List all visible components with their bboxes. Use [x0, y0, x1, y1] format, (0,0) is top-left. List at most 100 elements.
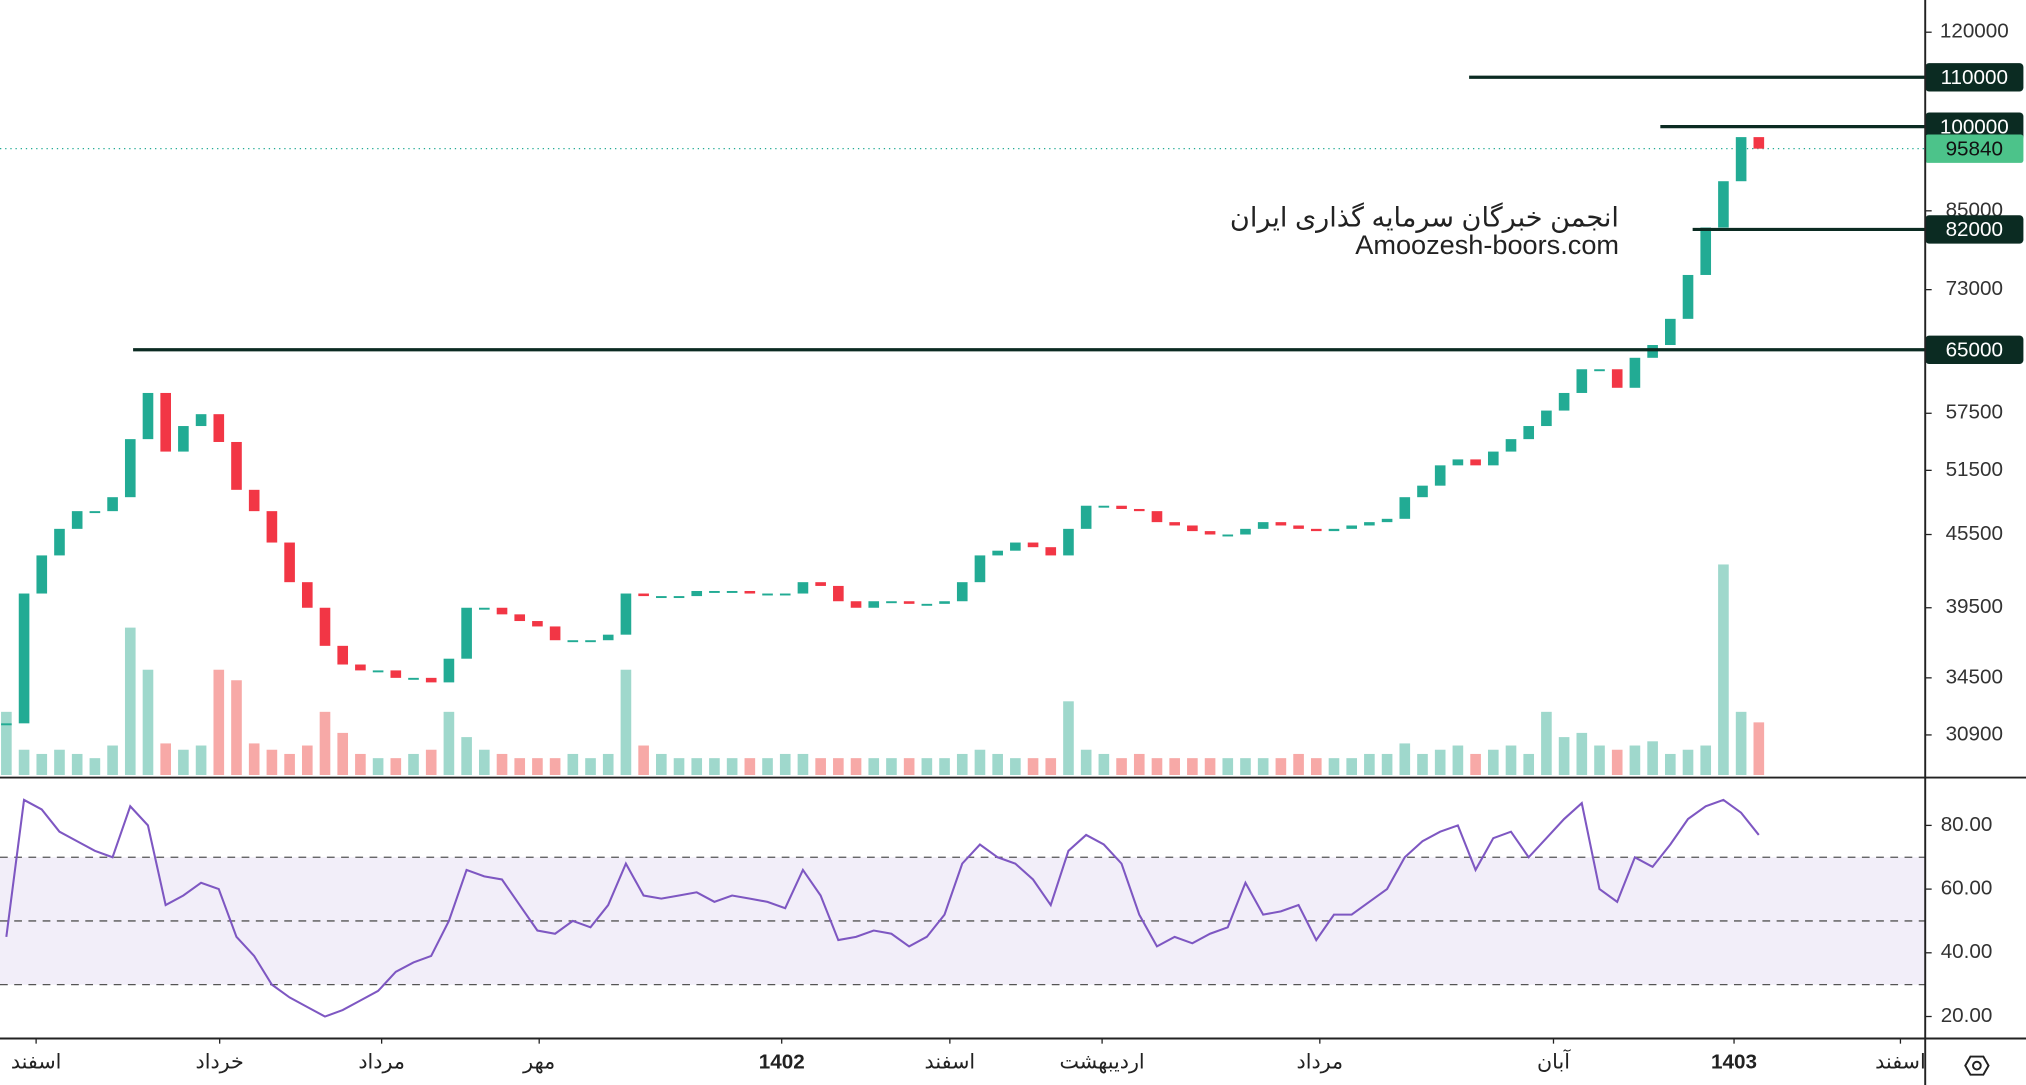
candle-body: [1346, 525, 1357, 529]
volume-bar: [1541, 711, 1552, 775]
volume-bar: [1629, 745, 1641, 775]
candle-body: [1523, 426, 1535, 440]
level-label-box: [1925, 335, 2024, 364]
volume-bar: [1434, 749, 1446, 775]
watermark-title: انجمن خبرگان سرمایه گذاری ایران: [1230, 202, 1619, 234]
volume-bar: [18, 749, 30, 775]
level-label: 82000: [1946, 218, 2003, 241]
level-label: 65000: [1946, 339, 2003, 362]
candle-body: [1116, 505, 1127, 509]
volume-bar: [514, 758, 526, 775]
candle-body: [1257, 522, 1269, 529]
volume-bar: [1753, 722, 1765, 775]
last-price-box: [1925, 134, 2024, 163]
settings-icon[interactable]: [1964, 1055, 1990, 1076]
volume-bar: [691, 758, 703, 775]
volume-bar: [337, 732, 349, 775]
candle-body: [939, 601, 950, 604]
volume-bar: [1133, 753, 1145, 775]
volume-bar: [779, 753, 791, 775]
candle-body: [850, 601, 862, 608]
volume-bar: [1293, 753, 1304, 775]
volume-bar: [248, 743, 260, 775]
volume-bar: [1417, 753, 1428, 775]
candle-body: [248, 489, 260, 512]
y-tick-label: 51500: [1946, 458, 2003, 481]
rsi-tick-label: 80.00: [1941, 813, 1993, 836]
volume-bar: [160, 743, 171, 775]
candle-body: [496, 607, 508, 615]
candle-body: [1735, 137, 1747, 182]
volume-bar: [284, 753, 295, 775]
volume-bar: [868, 758, 880, 775]
candle-body: [1682, 274, 1694, 319]
candle-body: [1222, 534, 1234, 537]
volume-bar: [1240, 758, 1251, 775]
candle-body: [213, 414, 225, 442]
candle-body: [921, 603, 933, 606]
rsi-tick-label: 20.00: [1941, 1004, 1993, 1027]
candle-body: [1328, 528, 1340, 532]
candle-body: [18, 593, 30, 724]
candle-body: [833, 585, 844, 602]
rsi-tick-label: 60.00: [1941, 877, 1993, 900]
volume-bar: [1505, 745, 1517, 775]
candle-body: [638, 593, 649, 597]
volume-bar: [1257, 758, 1269, 775]
candle-body: [1045, 547, 1057, 556]
volume-bar: [1718, 564, 1729, 775]
volume-bar: [1558, 737, 1570, 775]
volume-bar: [1151, 758, 1163, 775]
candle-body: [656, 596, 667, 599]
candle-body: [36, 555, 48, 594]
back-layer: [0, 148, 1926, 775]
volume-bar: [1045, 758, 1057, 775]
volume-bar: [1010, 758, 1021, 775]
candle-body: [1187, 525, 1198, 532]
candle-body: [956, 582, 968, 602]
candle-body: [461, 607, 472, 659]
candle-body: [903, 601, 915, 604]
candle-body: [620, 593, 632, 635]
candle-body: [372, 670, 384, 673]
candle-body: [1310, 528, 1322, 532]
volume-bar: [585, 758, 596, 775]
candle-body: [1594, 369, 1605, 372]
candle-body: [54, 528, 65, 556]
volume-bar: [1063, 701, 1074, 775]
price-pane: [1, 75, 1926, 726]
rsi-pane: [0, 798, 1926, 1018]
y-tick-label: 73000: [1946, 277, 2003, 300]
candle-body: [1505, 439, 1517, 452]
y-tick-label: 57500: [1946, 401, 2003, 424]
volume-bar: [1275, 758, 1287, 775]
volume-bar: [89, 758, 101, 775]
volume-bar: [1487, 749, 1499, 775]
candle-body: [1558, 392, 1570, 411]
x-tick-label: 1402: [759, 1050, 805, 1073]
candle-body: [514, 614, 526, 622]
volume-bar: [1364, 753, 1375, 775]
candle-body: [1487, 451, 1499, 466]
x-tick-label: اسفند: [925, 1050, 976, 1073]
candle-body: [1010, 542, 1021, 551]
volume-bar: [1594, 745, 1605, 775]
volume-bar: [231, 680, 242, 775]
candle-body: [301, 582, 313, 608]
volume-bar: [1204, 758, 1216, 775]
level-label-box: [1925, 112, 2024, 141]
candle-body: [1098, 505, 1110, 508]
volume-bar: [213, 669, 225, 775]
candle-body: [1080, 505, 1092, 529]
candle-body: [602, 634, 614, 641]
candle-body: [1718, 181, 1729, 228]
candle-body: [284, 542, 295, 583]
volume-bar: [638, 745, 649, 775]
x-tick-label: آبان: [1537, 1048, 1571, 1073]
volume-bar: [1470, 753, 1481, 775]
candle-body: [1629, 357, 1641, 388]
candle-body: [160, 392, 171, 452]
candle-body: [443, 658, 455, 683]
candle-body: [762, 593, 773, 596]
volume-bar: [974, 749, 986, 775]
